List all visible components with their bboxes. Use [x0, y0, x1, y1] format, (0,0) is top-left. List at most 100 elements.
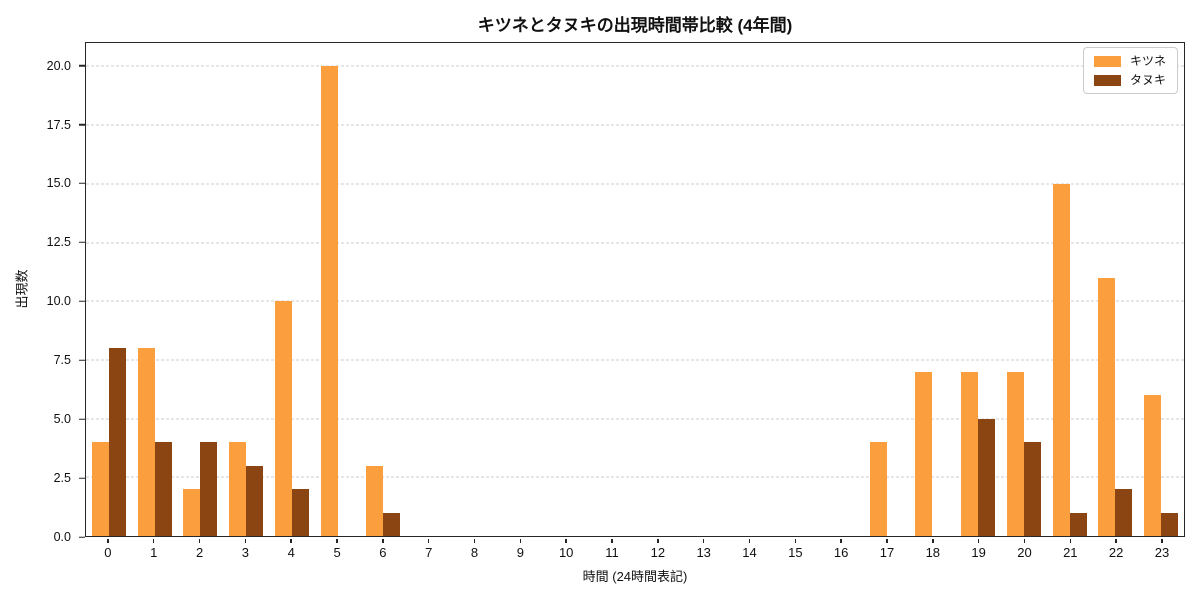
- x-tick-hour-17: 17: [864, 538, 910, 563]
- bar-group-hour-15: [772, 43, 818, 536]
- x-tick-label: 11: [605, 544, 619, 560]
- x-tick-label: 19: [971, 544, 986, 560]
- x-tick-hour-6: 6: [360, 538, 406, 563]
- bar-group-hour-10: [544, 43, 590, 536]
- bar-group-hour-0: [86, 43, 132, 536]
- x-tick-hour-7: 7: [406, 538, 452, 563]
- bar-tanuki-hour-20: [1023, 442, 1041, 536]
- x-tick-label: 4: [287, 544, 295, 560]
- bar-tanuki-hour-0: [108, 348, 126, 536]
- bar-tanuki-hour-4: [291, 489, 309, 536]
- bar-kitsune-hour-0: [91, 442, 109, 536]
- bar-tanuki-hour-1: [154, 442, 172, 536]
- legend-item-tanuki: タヌキ: [1093, 73, 1166, 87]
- bar-kitsune-hour-3: [229, 442, 247, 536]
- bar-tanuki-hour-23: [1161, 512, 1179, 536]
- bar-group-hour-21: [1047, 43, 1093, 536]
- x-tick-hour-13: 13: [681, 538, 727, 563]
- bar-group-hour-1: [132, 43, 178, 536]
- x-tick-hour-8: 8: [452, 538, 498, 563]
- bar-group-hour-19: [955, 43, 1001, 536]
- gridline: [86, 300, 1184, 302]
- x-tick-label: 15: [788, 544, 803, 560]
- x-tick-label: 16: [833, 544, 849, 560]
- x-tick-label: 22: [1108, 544, 1124, 560]
- bar-kitsune-hour-17: [869, 442, 887, 536]
- x-tick-mark: [290, 538, 292, 543]
- legend-item-kitsune: キツネ: [1093, 54, 1166, 68]
- bar-group-hour-14: [727, 43, 773, 536]
- y-tick-label: 0.0: [53, 530, 71, 544]
- x-tick-label: 3: [241, 544, 250, 560]
- bar-group-hour-20: [1001, 43, 1047, 536]
- gridline: [86, 418, 1184, 420]
- y-tick-mark: [79, 241, 85, 244]
- y-tick-mark: [79, 182, 85, 185]
- x-tick-mark: [565, 538, 567, 543]
- x-tick-hour-11: 11: [589, 538, 635, 563]
- x-tick-hour-5: 5: [314, 538, 360, 563]
- x-tick-hour-4: 4: [268, 538, 314, 563]
- legend: キツネ タヌキ: [1082, 47, 1178, 94]
- bar-group-hour-13: [681, 43, 727, 536]
- legend-label-kitsune: キツネ: [1129, 54, 1166, 68]
- x-tick-mark: [702, 538, 705, 543]
- bar-tanuki-hour-6: [383, 512, 401, 536]
- bar-group-hour-4: [269, 43, 315, 536]
- plot-area: キツネ タヌキ: [85, 42, 1185, 537]
- x-tick-label: 21: [1063, 544, 1078, 560]
- y-axis-ticks: 0.0 2.5 5.0 7.5 10.0 12.5 15.0 17.5 20.0: [0, 42, 85, 544]
- x-tick-mark: [840, 538, 842, 543]
- x-tick-label: 2: [195, 544, 204, 560]
- y-tick-label: 20.0: [46, 58, 71, 73]
- x-axis-ticks: 0 1 2 3 4 5 6 7 8 9 10 11 12 13 14 15 16 17 18 19 20 21 22 23: [85, 538, 1185, 563]
- x-tick-mark: [1115, 538, 1117, 543]
- x-tick-mark: [382, 538, 384, 543]
- legend-label-tanuki: タヌキ: [1129, 73, 1166, 87]
- bar-group-hour-2: [178, 43, 224, 536]
- gridline: [86, 65, 1184, 67]
- x-tick-hour-20: 20: [1002, 538, 1048, 563]
- gridline: [86, 476, 1184, 478]
- x-tick-label: 10: [558, 544, 574, 560]
- legend-swatch-kitsune: [1093, 55, 1121, 67]
- x-tick-mark: [1023, 538, 1026, 543]
- x-tick-label: 23: [1154, 544, 1170, 560]
- bar-group-hour-17: [864, 43, 910, 536]
- bar-tanuki-hour-21: [1069, 512, 1087, 536]
- gridline: [86, 124, 1184, 126]
- x-tick-label: 14: [742, 544, 757, 560]
- y-tick-label: 15.0: [46, 176, 71, 191]
- y-tick-label: 17.5: [46, 117, 71, 132]
- x-tick-hour-15: 15: [772, 538, 818, 563]
- bar-group-hour-23: [1138, 43, 1184, 536]
- bar-tanuki-hour-3: [246, 465, 264, 536]
- y-tick-mark: [79, 418, 85, 420]
- x-tick-hour-9: 9: [497, 538, 543, 563]
- y-tick-mark: [79, 64, 85, 67]
- bar-kitsune-hour-2: [183, 489, 201, 536]
- x-tick-label: 20: [1017, 544, 1032, 560]
- gridline: [86, 359, 1184, 361]
- x-tick-mark: [519, 538, 522, 543]
- gridlines-layer: [86, 43, 1184, 536]
- x-tick-mark: [198, 538, 201, 543]
- x-tick-mark: [748, 538, 751, 543]
- x-tick-hour-21: 21: [1047, 538, 1093, 563]
- bar-group-hour-11: [589, 43, 635, 536]
- x-tick-mark: [1069, 538, 1072, 543]
- bar-kitsune-hour-22: [1098, 277, 1116, 536]
- x-tick-mark: [473, 538, 476, 543]
- bar-kitsune-hour-1: [137, 348, 155, 536]
- x-tick-mark: [794, 538, 797, 543]
- x-tick-label: 0: [104, 544, 112, 560]
- bar-kitsune-hour-20: [1006, 371, 1024, 536]
- x-tick-hour-10: 10: [543, 538, 589, 563]
- x-tick-hour-3: 3: [222, 538, 268, 563]
- y-tick-label: 5.0: [53, 412, 71, 427]
- x-tick-mark: [336, 538, 338, 543]
- bar-kitsune-hour-18: [915, 371, 933, 536]
- legend-swatch-tanuki: [1093, 74, 1121, 86]
- x-tick-hour-18: 18: [910, 538, 956, 563]
- x-tick-label: 9: [516, 544, 524, 560]
